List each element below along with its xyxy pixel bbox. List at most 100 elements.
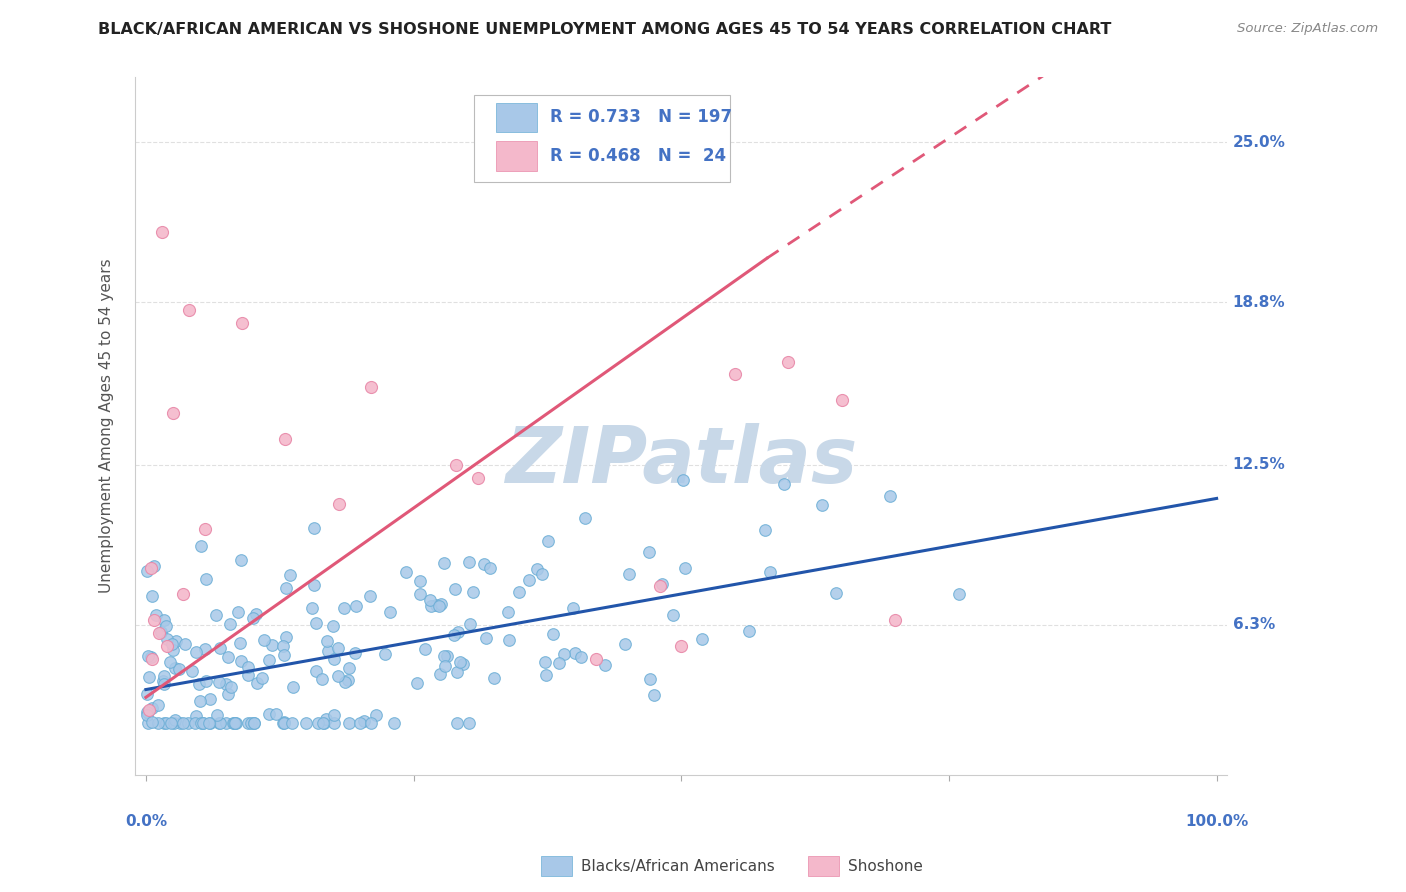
Point — [467, 471, 489, 485]
Point — [430, 597, 453, 611]
Point — [315, 712, 337, 726]
Point — [328, 497, 350, 511]
Point — [257, 706, 280, 721]
Point — [322, 716, 344, 731]
Point — [229, 635, 252, 649]
Point — [141, 561, 163, 575]
Point — [276, 630, 298, 644]
Text: R = 0.733   N = 197: R = 0.733 N = 197 — [550, 109, 733, 127]
Point — [242, 610, 264, 624]
Point — [661, 607, 683, 622]
Point — [141, 715, 163, 730]
Point — [498, 632, 520, 647]
Point — [302, 578, 325, 592]
Point — [395, 565, 418, 579]
Point — [283, 680, 305, 694]
Point — [446, 625, 468, 640]
Point — [307, 716, 329, 731]
Point — [222, 716, 245, 731]
Point — [530, 566, 553, 581]
Point — [451, 657, 474, 671]
Point — [413, 642, 436, 657]
Point — [671, 473, 693, 487]
Point — [323, 651, 346, 665]
Point — [337, 661, 360, 675]
Point — [312, 716, 335, 731]
Point — [260, 638, 283, 652]
Point — [145, 608, 167, 623]
Point — [446, 716, 468, 731]
Point — [824, 586, 846, 600]
Point — [879, 489, 901, 503]
Point — [152, 613, 174, 627]
Point — [547, 656, 569, 670]
Point — [207, 716, 229, 731]
Point — [409, 574, 432, 589]
Point — [534, 655, 557, 669]
Point — [148, 716, 170, 731]
Point — [593, 657, 616, 672]
Point — [273, 716, 295, 731]
Point — [156, 639, 179, 653]
Point — [315, 634, 337, 648]
Point — [294, 716, 316, 731]
Point — [305, 665, 328, 679]
Point — [374, 648, 396, 662]
Point — [225, 716, 247, 731]
Point — [190, 716, 212, 731]
Point — [534, 668, 557, 682]
Point — [194, 523, 217, 537]
Point — [273, 715, 295, 730]
Point — [690, 632, 713, 646]
Point — [245, 607, 267, 621]
Point — [353, 714, 375, 728]
Point — [208, 716, 231, 731]
Point — [224, 716, 246, 731]
Point — [482, 671, 505, 685]
Point — [146, 698, 169, 712]
Point — [190, 539, 212, 553]
Point — [149, 624, 172, 639]
Point — [278, 567, 301, 582]
Point — [150, 226, 173, 240]
Point — [136, 708, 159, 723]
Point — [198, 716, 221, 731]
Y-axis label: Unemployment Among Ages 45 to 54 years: Unemployment Among Ages 45 to 54 years — [100, 259, 114, 593]
Point — [136, 564, 159, 578]
Point — [323, 708, 346, 723]
Point — [759, 565, 782, 579]
Point — [236, 660, 259, 674]
Point — [648, 579, 671, 593]
Point — [811, 498, 834, 512]
Text: 12.5%: 12.5% — [1233, 458, 1285, 473]
Point — [155, 716, 177, 731]
Point — [198, 716, 221, 731]
Point — [382, 716, 405, 731]
Point — [301, 600, 323, 615]
Text: BLACK/AFRICAN AMERICAN VS SHOSHONE UNEMPLOYMENT AMONG AGES 45 TO 54 YEARS CORREL: BLACK/AFRICAN AMERICAN VS SHOSHONE UNEMP… — [98, 22, 1112, 37]
Point — [433, 649, 456, 664]
Point — [165, 634, 187, 648]
Point — [136, 705, 159, 719]
Point — [236, 667, 259, 681]
Point — [264, 707, 287, 722]
Point — [344, 646, 367, 660]
Point — [259, 653, 281, 667]
Point — [141, 590, 163, 604]
Point — [141, 701, 163, 715]
Point — [250, 671, 273, 685]
Point — [217, 650, 239, 665]
Point — [194, 642, 217, 657]
Point — [271, 716, 294, 731]
Point — [162, 406, 184, 420]
Text: 6.3%: 6.3% — [1233, 617, 1275, 632]
Point — [226, 605, 249, 619]
Point — [446, 665, 468, 679]
Point — [312, 716, 335, 731]
Point — [160, 637, 183, 651]
Point — [574, 510, 596, 524]
Point — [186, 645, 208, 659]
Point — [420, 599, 443, 613]
Point — [526, 562, 548, 576]
Point — [191, 716, 214, 731]
